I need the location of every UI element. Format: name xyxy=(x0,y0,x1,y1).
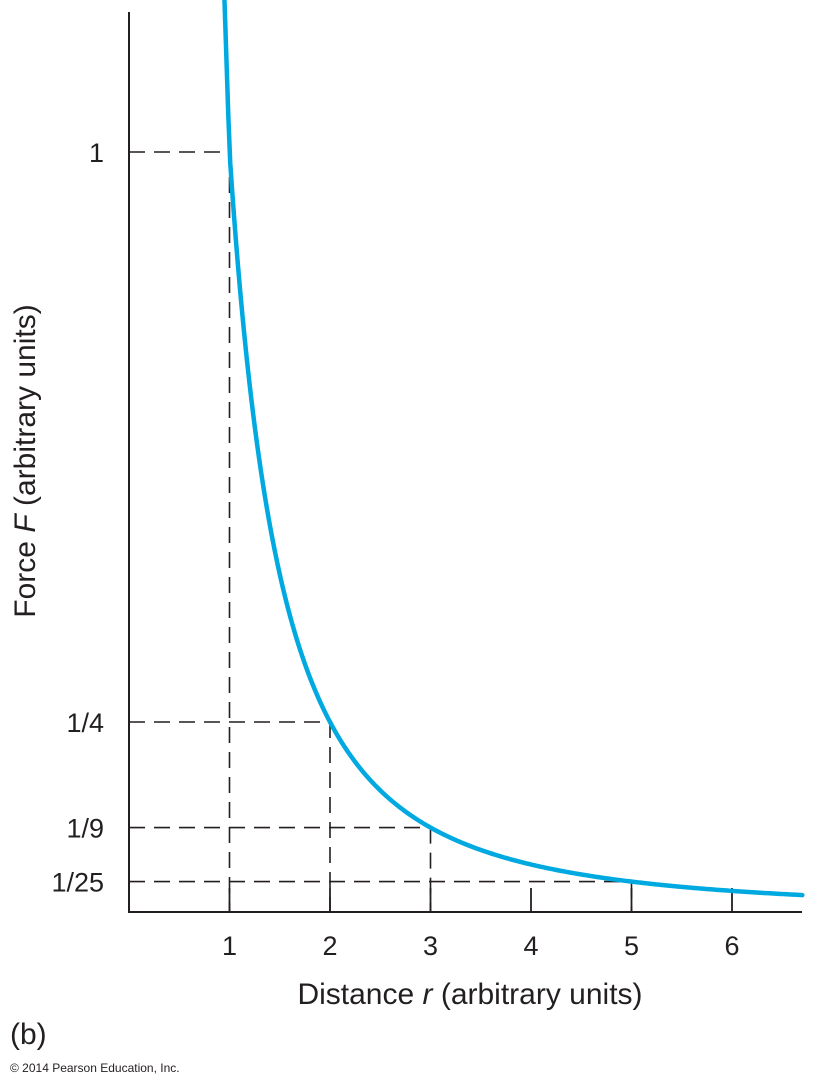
x-tick-label-4: 4 xyxy=(523,931,538,961)
x-tick-label-5: 5 xyxy=(624,931,639,961)
y-tick-label-3: 1/9 xyxy=(66,814,104,844)
reference-dashed-lines xyxy=(129,151,633,912)
axes xyxy=(128,12,802,913)
force-curve xyxy=(222,0,805,898)
x-tick-label-6: 6 xyxy=(724,931,739,961)
panel-label: (b) xyxy=(10,1018,47,1051)
copyright-notice: © 2014 Pearson Education, Inc. xyxy=(10,1061,180,1075)
curve-layer xyxy=(222,0,805,898)
x-tick-label-1: 1 xyxy=(222,931,237,961)
x-axis-label: Distance r (arbitrary units) xyxy=(297,978,642,1011)
y-tick-label-2: 1/4 xyxy=(66,708,104,738)
y-tick-label-1: 1 xyxy=(89,138,104,168)
y-tick-label-4: 1/25 xyxy=(51,868,104,898)
x-axis-ticks: 1 2 3 4 5 6 xyxy=(222,888,740,961)
y-axis-label: Force F (arbitrary units) xyxy=(9,304,42,617)
x-tick-label-2: 2 xyxy=(322,931,337,961)
x-tick-label-3: 3 xyxy=(423,931,438,961)
y-axis-ticks: 1 1/4 1/9 1/25 xyxy=(51,138,104,898)
